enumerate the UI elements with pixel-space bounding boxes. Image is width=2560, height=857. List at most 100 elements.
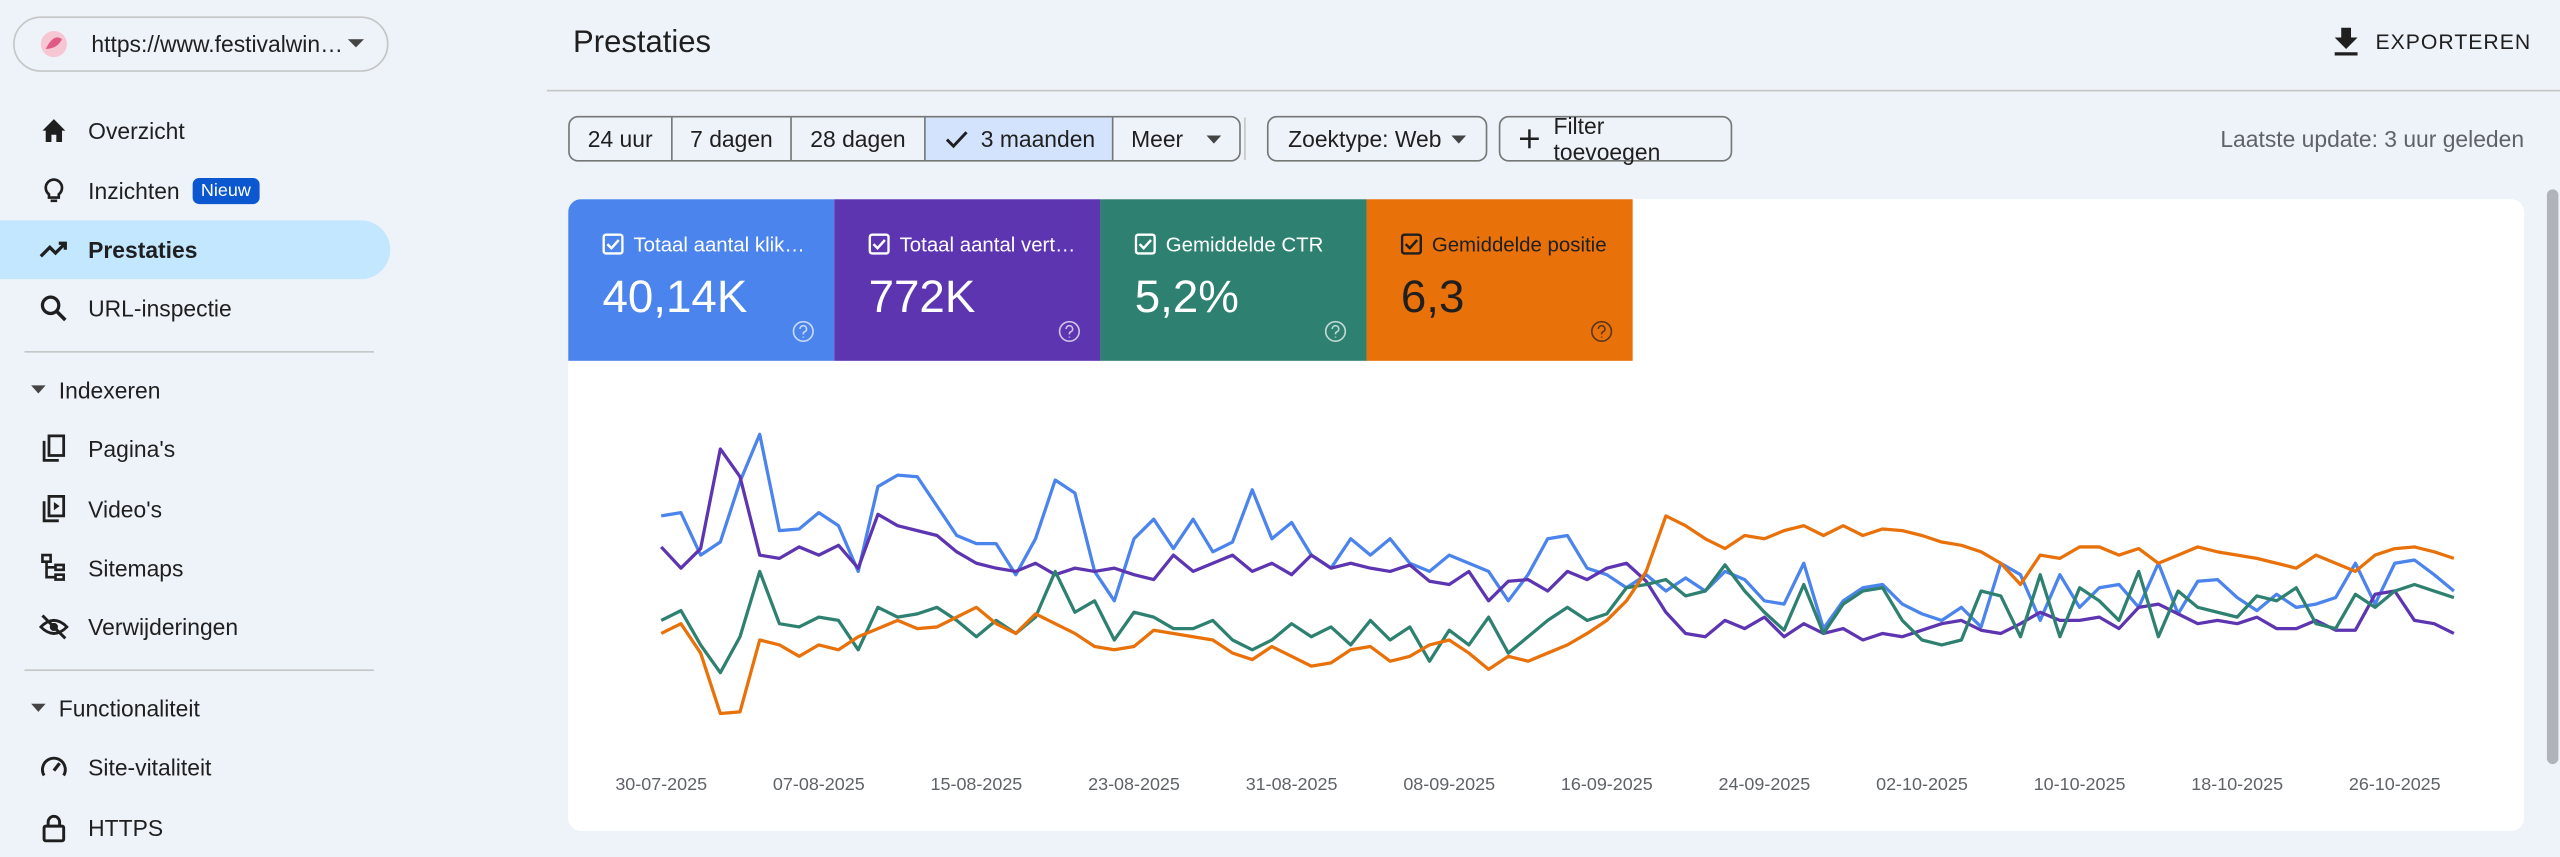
icon	[44, 178, 64, 203]
divider	[24, 669, 374, 672]
caret	[31, 703, 46, 712]
x-tick-label: 31-08-2025	[1246, 774, 1338, 794]
range-button[interactable]: 28 dagen	[790, 117, 924, 160]
x-tick-label: 08-09-2025	[1403, 774, 1495, 794]
metric-title: Gemiddelde CTR	[1165, 233, 1324, 257]
export-button[interactable]: EXPORTEREN	[2333, 26, 2532, 56]
nav-item[interactable]: Video's	[0, 480, 390, 539]
nav-label: Inzichten	[88, 177, 180, 205]
property-selector[interactable]: https://www.festivalwin…	[13, 16, 389, 72]
checkbox-box	[1400, 233, 1423, 255]
scrollbar[interactable]	[2546, 189, 2559, 765]
metric-value: 772K	[868, 271, 976, 322]
nav-item[interactable]: Prestaties	[0, 220, 391, 280]
help-icon[interactable]	[1324, 320, 1347, 343]
checkbox-box	[1134, 233, 1156, 255]
range-label: Meer	[1131, 125, 1184, 152]
icon	[41, 553, 65, 581]
search-type-label: Zoektype: Web	[1288, 125, 1442, 152]
help-icon[interactable]	[792, 320, 815, 343]
property-icon	[40, 31, 67, 58]
nav-label: Prestaties	[88, 236, 198, 263]
metric-value: 6,3	[1400, 271, 1465, 322]
metric-card[interactable]: Gemiddelde positie 6,3	[1366, 199, 1633, 361]
icon	[42, 494, 66, 523]
help-circle	[1324, 320, 1347, 343]
checkbox[interactable]	[1134, 233, 1156, 255]
caret	[1451, 134, 1467, 143]
section-header[interactable]: Functionaliteit	[0, 684, 390, 733]
help-mark	[1065, 324, 1074, 338]
help-circle	[1058, 320, 1080, 343]
x-tick-label: 15-08-2025	[931, 774, 1023, 794]
check-icon	[945, 130, 968, 148]
nav-item[interactable]: Overzicht	[0, 101, 390, 160]
nav-item[interactable]: HTTPS	[0, 798, 390, 857]
section-title: Functionaliteit	[58, 695, 200, 722]
download-icon	[2334, 27, 2358, 56]
help-icon[interactable]	[1058, 320, 1081, 343]
x-tick-label: 23-08-2025	[1088, 774, 1180, 794]
icon	[42, 434, 66, 462]
checkbox[interactable]	[1400, 233, 1423, 255]
chart: 30-07-2025 07-08-2025 15-08-2025 23-08-2025…	[615, 432, 2455, 794]
checkbox-box	[602, 233, 624, 255]
x-tick-label: 16-09-2025	[1561, 774, 1653, 794]
x-tick-label: 24-09-2025	[1719, 774, 1811, 794]
nav-label: Site-vitaliteit	[88, 754, 212, 781]
divider	[24, 351, 374, 353]
help-icon[interactable]	[1590, 320, 1613, 343]
icon	[41, 756, 67, 777]
checkbox-tick	[872, 239, 886, 250]
nav-item[interactable]: URL-inspectie	[0, 279, 390, 338]
range-button[interactable]: Meer	[1111, 117, 1238, 160]
nav-label: Overzicht	[88, 117, 185, 144]
icon	[40, 295, 67, 322]
x-tick-label: 30-07-2025	[615, 774, 707, 794]
metric-card[interactable]: Totaal aantal vert… 772K	[834, 199, 1101, 361]
nav-item[interactable]: Sitemaps	[0, 539, 390, 598]
metric-value: 5,2%	[1134, 271, 1239, 322]
nav-item[interactable]: Inzichten Nieuw	[0, 162, 390, 221]
badge: Nieuw	[192, 177, 259, 205]
add-filter-label: Filter toevoegen	[1553, 112, 1661, 165]
series-line	[660, 432, 2455, 631]
metric-value: 40,14K	[602, 271, 748, 322]
checkbox-tick	[606, 239, 620, 250]
checkbox[interactable]	[868, 233, 890, 255]
series-line	[660, 447, 2455, 642]
icon	[39, 241, 67, 258]
search-type[interactable]: Zoektype: Web	[1266, 115, 1488, 162]
range-button[interactable]: 3 maanden	[923, 117, 1112, 160]
checkbox[interactable]	[602, 233, 624, 255]
metric-title: Totaal aantal vert…	[899, 233, 1076, 257]
caret	[347, 39, 365, 48]
nav-item[interactable]: Pagina's	[0, 420, 390, 479]
series-line	[660, 563, 2455, 675]
date-range: 24 uur 7 dagen 28 dagen 3 maanden Meer	[568, 115, 1241, 162]
header-divider	[546, 89, 2560, 92]
checkbox-tick	[1404, 239, 1419, 250]
nav-label: Pagina's	[88, 435, 176, 463]
add-filter[interactable]: Filter toevoegen	[1498, 112, 1733, 165]
x-tick-label: 07-08-2025	[773, 774, 865, 794]
x-tick-label: 10-10-2025	[2034, 774, 2126, 794]
range-button[interactable]: 24 uur	[587, 125, 653, 152]
metric-card[interactable]: Gemiddelde CTR 5,2%	[1100, 199, 1367, 361]
x-tick-label: 18-10-2025	[2191, 774, 2283, 794]
metric-card[interactable]: Totaal aantal klik… 40,14K	[568, 199, 835, 361]
icon	[39, 614, 69, 640]
section-header[interactable]: Indexeren	[0, 366, 390, 415]
icon	[42, 814, 66, 843]
export-label: EXPORTEREN	[2375, 28, 2532, 54]
page-title: Prestaties	[573, 26, 711, 61]
range-button[interactable]: 7 dagen	[670, 117, 791, 160]
x-tick-label: 26-10-2025	[2349, 774, 2441, 794]
nav-label: Sitemaps	[88, 555, 184, 582]
nav-item[interactable]: Verwijderingen	[0, 598, 390, 657]
section-title: Indexeren	[58, 377, 161, 404]
chart-card: 30-07-2025 07-08-2025 15-08-2025 23-08-2025…	[568, 199, 2525, 832]
nav-item[interactable]: Site-vitaliteit	[0, 738, 390, 797]
